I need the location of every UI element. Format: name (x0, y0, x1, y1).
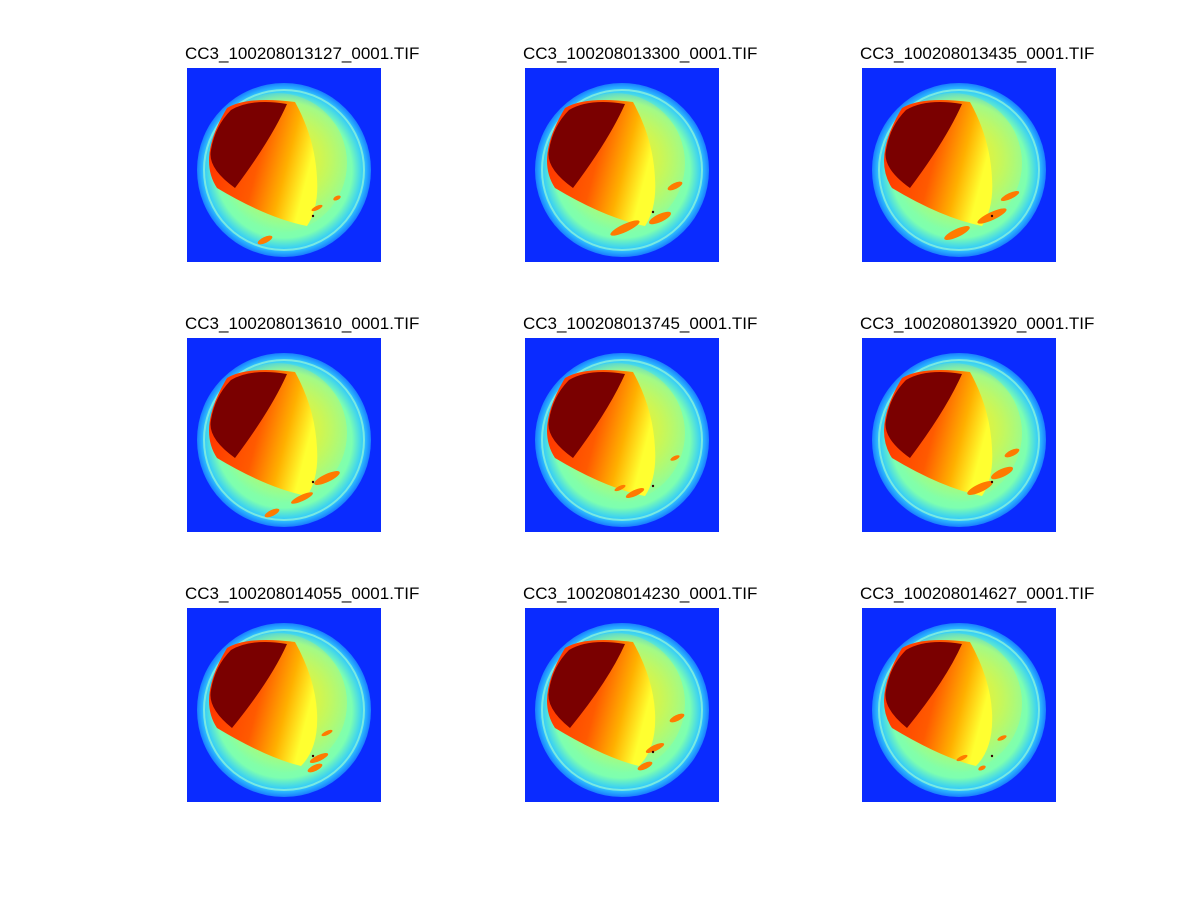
panel-title: CC3_100208014627_0001.TIF (860, 584, 1095, 603)
sky-image (187, 338, 381, 532)
panel-title: CC3_100208013127_0001.TIF (185, 44, 420, 63)
sky-image (862, 68, 1056, 262)
sky-image (187, 608, 381, 802)
image-panel: CC3_100208013435_0001.TIF (860, 44, 1094, 274)
image-panel: CC3_100208014055_0001.TIF (185, 584, 419, 814)
image-panel: CC3_100208013300_0001.TIF (523, 44, 757, 274)
image-panel: CC3_100208014627_0001.TIF (860, 584, 1094, 814)
panel-title: CC3_100208014230_0001.TIF (523, 584, 758, 603)
panel-title: CC3_100208013920_0001.TIF (860, 314, 1095, 333)
panel-title: CC3_100208013300_0001.TIF (523, 44, 758, 63)
image-panel: CC3_100208013920_0001.TIF (860, 314, 1094, 544)
panel-title: CC3_100208014055_0001.TIF (185, 584, 420, 603)
image-panel: CC3_100208013610_0001.TIF (185, 314, 419, 544)
sky-image (187, 68, 381, 262)
sky-image (525, 608, 719, 802)
image-panel: CC3_100208014230_0001.TIF (523, 584, 757, 814)
sky-image (525, 68, 719, 262)
panel-title: CC3_100208013610_0001.TIF (185, 314, 420, 333)
image-panel: CC3_100208013745_0001.TIF (523, 314, 757, 544)
image-panel: CC3_100208013127_0001.TIF (185, 44, 419, 274)
sky-image (862, 608, 1056, 802)
sky-image (525, 338, 719, 532)
panel-title: CC3_100208013435_0001.TIF (860, 44, 1095, 63)
sky-image (862, 338, 1056, 532)
panel-title: CC3_100208013745_0001.TIF (523, 314, 758, 333)
